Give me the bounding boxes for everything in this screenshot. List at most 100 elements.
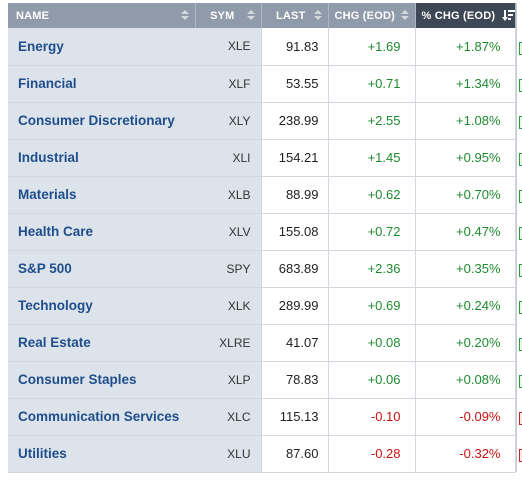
row-change: +1.69 <box>328 28 416 66</box>
row-pct-change: +1.34% <box>415 65 516 103</box>
row-name[interactable]: Consumer Discretionary <box>8 102 195 140</box>
row-symbol: XLRE <box>195 324 262 362</box>
row-last: 78.83 <box>261 361 329 399</box>
row-symbol: XLB <box>195 176 262 214</box>
row-pct-change: +1.87% <box>415 28 516 66</box>
sector-table: NAME SYM LAST CHG (EOD) % CHG (EOD) <box>8 3 516 473</box>
row-name[interactable]: Financial <box>8 65 195 103</box>
row-pct-change: +0.70% <box>415 176 516 214</box>
row-symbol: XLI <box>195 139 262 177</box>
row-symbol: XLV <box>195 213 262 251</box>
header-name-label: NAME <box>16 9 50 22</box>
row-pct-change: +0.35% <box>415 250 516 288</box>
adjacent-column-edge <box>516 3 522 472</box>
row-name[interactable]: Utilities <box>8 435 195 473</box>
header-chg-label: CHG (EOD) <box>334 9 395 22</box>
row-change: +1.45 <box>328 139 416 177</box>
header-name[interactable]: NAME <box>8 3 196 28</box>
row-symbol: XLP <box>195 361 262 399</box>
row-last: 41.07 <box>261 324 329 362</box>
header-last-label: LAST <box>275 9 306 22</box>
header-pct[interactable]: % CHG (EOD) <box>415 3 516 28</box>
header-chg[interactable]: CHG (EOD) <box>328 3 416 28</box>
row-pct-change: +0.95% <box>415 139 516 177</box>
row-name[interactable]: Technology <box>8 287 195 325</box>
row-symbol: XLU <box>195 435 262 473</box>
row-name[interactable]: Communication Services <box>8 398 195 436</box>
sort-updown-icon <box>180 10 189 21</box>
table-row[interactable]: Utilities XLU 87.60 -0.28 -0.32% <box>8 435 516 473</box>
row-last: 53.55 <box>261 65 329 103</box>
table-row[interactable]: Consumer Staples XLP 78.83 +0.06 +0.08% <box>8 361 516 399</box>
row-last: 88.99 <box>261 176 329 214</box>
row-last: 87.60 <box>261 435 329 473</box>
table-row[interactable]: Consumer Discretionary XLY 238.99 +2.55 +1.0… <box>8 102 516 140</box>
row-edge-marker <box>519 375 522 388</box>
row-name[interactable]: Health Care <box>8 213 195 251</box>
header-sym-label: SYM <box>210 9 235 22</box>
table-row[interactable]: S&P 500 SPY 683.89 +2.36 +0.35% <box>8 250 516 288</box>
row-edge-marker <box>519 79 522 92</box>
row-edge-marker <box>519 42 522 55</box>
row-change: -0.10 <box>328 398 416 436</box>
table-body: Energy XLE 91.83 +1.69 +1.87% Financial XLF 53.… <box>8 28 516 473</box>
row-edge-marker <box>519 412 522 425</box>
row-last: 91.83 <box>261 28 329 66</box>
row-change: +2.36 <box>328 250 416 288</box>
row-edge-marker <box>519 153 522 166</box>
row-edge-marker <box>519 264 522 277</box>
table-row[interactable]: Communication Services XLC 115.13 -0.10 -0.0… <box>8 398 516 436</box>
row-pct-change: -0.32% <box>415 435 516 473</box>
row-change: +2.55 <box>328 102 416 140</box>
table-header: NAME SYM LAST CHG (EOD) % CHG (EOD) <box>8 3 516 28</box>
row-symbol: SPY <box>195 250 262 288</box>
row-symbol: XLC <box>195 398 262 436</box>
row-edge-marker <box>519 190 522 203</box>
row-change: +0.69 <box>328 287 416 325</box>
row-change: +0.06 <box>328 361 416 399</box>
row-last: 155.08 <box>261 213 329 251</box>
row-change: +0.08 <box>328 324 416 362</box>
row-pct-change: +0.08% <box>415 361 516 399</box>
row-edge-marker <box>519 227 522 240</box>
row-name[interactable]: S&P 500 <box>8 250 195 288</box>
table-row[interactable]: Technology XLK 289.99 +0.69 +0.24% <box>8 287 516 325</box>
row-change: +0.71 <box>328 65 416 103</box>
row-name[interactable]: Real Estate <box>8 324 195 362</box>
table-row[interactable]: Real Estate XLRE 41.07 +0.08 +0.20% <box>8 324 516 362</box>
table-row[interactable]: Energy XLE 91.83 +1.69 +1.87% <box>8 28 516 66</box>
header-sym[interactable]: SYM <box>195 3 262 28</box>
row-name[interactable]: Energy <box>8 28 195 66</box>
row-last: 238.99 <box>261 102 329 140</box>
row-edge-marker <box>519 301 522 314</box>
row-last: 289.99 <box>261 287 329 325</box>
row-name[interactable]: Industrial <box>8 139 195 177</box>
sort-updown-icon <box>246 10 255 21</box>
row-change: +0.72 <box>328 213 416 251</box>
row-name[interactable]: Materials <box>8 176 195 214</box>
row-last: 154.21 <box>261 139 329 177</box>
row-pct-change: +0.47% <box>415 213 516 251</box>
table-row[interactable]: Industrial XLI 154.21 +1.45 +0.95% <box>8 139 516 177</box>
table-row[interactable]: Health Care XLV 155.08 +0.72 +0.47% <box>8 213 516 251</box>
table-row[interactable]: Financial XLF 53.55 +0.71 +1.34% <box>8 65 516 103</box>
row-symbol: XLF <box>195 65 262 103</box>
row-last: 115.13 <box>261 398 329 436</box>
row-pct-change: +1.08% <box>415 102 516 140</box>
row-change: +0.62 <box>328 176 416 214</box>
row-name[interactable]: Consumer Staples <box>8 361 195 399</box>
row-pct-change: -0.09% <box>415 398 516 436</box>
row-pct-change: +0.20% <box>415 324 516 362</box>
sort-descending-icon <box>502 10 514 22</box>
header-pct-label: % CHG (EOD) <box>421 9 496 22</box>
table-row[interactable]: Materials XLB 88.99 +0.62 +0.70% <box>8 176 516 214</box>
row-change: -0.28 <box>328 435 416 473</box>
row-last: 683.89 <box>261 250 329 288</box>
row-symbol: XLY <box>195 102 262 140</box>
row-edge-marker <box>519 338 522 351</box>
sort-updown-icon <box>313 10 322 21</box>
header-last[interactable]: LAST <box>261 3 329 28</box>
row-symbol: XLK <box>195 287 262 325</box>
row-edge-marker <box>519 449 522 462</box>
sort-updown-icon <box>400 10 409 21</box>
